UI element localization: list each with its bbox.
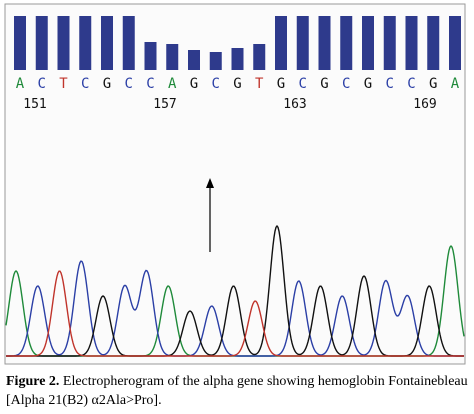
- traces: [5, 224, 465, 357]
- quality-bar: [144, 42, 157, 70]
- quality-bar: [231, 48, 244, 70]
- quality-bar: [405, 16, 418, 70]
- base-letter: T: [59, 76, 68, 92]
- quality-bar: [362, 16, 374, 70]
- quality-bar: [296, 16, 309, 70]
- caption-text: Electropherogram of the alpha gene showi…: [6, 374, 468, 408]
- quality-bar: [188, 50, 200, 70]
- base-letter: G: [364, 76, 372, 92]
- base-letter: A: [16, 76, 25, 92]
- position-label: 157: [153, 97, 176, 112]
- base-letter: A: [451, 76, 460, 92]
- base-letter: C: [407, 76, 415, 92]
- quality-bar: [275, 16, 287, 70]
- base-letter: G: [190, 76, 198, 92]
- quality-bar: [449, 16, 461, 70]
- quality-bar: [79, 16, 92, 70]
- positions: 151 157 163 169: [23, 97, 436, 112]
- quality-bar: [57, 16, 70, 70]
- caption: Figure 2. Electropherogram of the alpha …: [6, 372, 470, 410]
- position-label: 169: [413, 97, 436, 112]
- base-letter: G: [429, 76, 437, 92]
- base-letter: C: [38, 76, 46, 92]
- quality-bar: [122, 16, 135, 70]
- base-letter: C: [299, 76, 307, 92]
- base-letter: C: [342, 76, 350, 92]
- base-letter: C: [81, 76, 89, 92]
- position-label: 163: [283, 97, 306, 112]
- quality-bar: [318, 16, 331, 70]
- base-letter: T: [255, 76, 264, 92]
- quality-bar: [383, 16, 396, 70]
- quality-bar: [253, 44, 266, 70]
- base-letter: C: [386, 76, 394, 92]
- trace-t: [6, 270, 464, 357]
- base-letter: G: [103, 76, 111, 92]
- quality-bar: [340, 16, 353, 70]
- base-letter: G: [277, 76, 285, 92]
- caption-label: Figure 2.: [6, 374, 60, 389]
- quality-bar: [209, 52, 222, 70]
- quality-bar: [101, 16, 113, 70]
- base-letter: C: [212, 76, 220, 92]
- position-label: 151: [23, 97, 46, 112]
- base-letter: C: [125, 76, 133, 92]
- quality-bar: [14, 16, 26, 70]
- quality-bar: [35, 16, 48, 70]
- quality-bars: [14, 16, 461, 70]
- base-letter: C: [146, 76, 154, 92]
- base-letter: G: [233, 76, 241, 92]
- quality-bar: [427, 16, 440, 70]
- arrow-head: [206, 178, 214, 188]
- base-letter: A: [168, 76, 177, 92]
- base-letter: G: [320, 76, 328, 92]
- quality-bar: [166, 44, 179, 70]
